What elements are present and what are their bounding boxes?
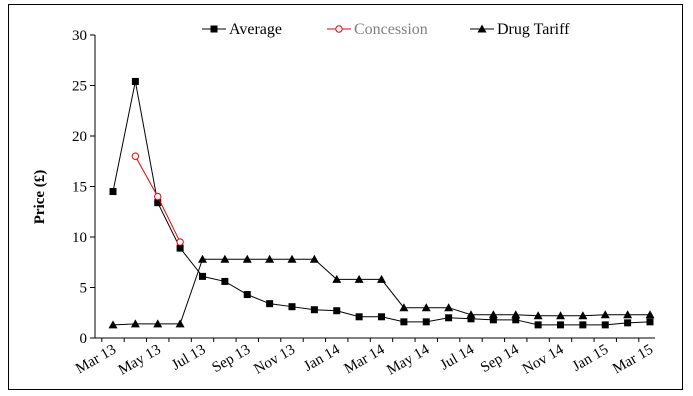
data-point (578, 311, 588, 320)
chart-frame (8, 4, 683, 390)
data-point (399, 303, 409, 312)
data-point (154, 192, 162, 201)
data-point (176, 244, 184, 252)
legend-label: Average (229, 21, 282, 38)
y-tick-label: 10 (72, 230, 87, 246)
series-average (109, 77, 654, 329)
axes (94, 35, 655, 339)
data-point (198, 254, 207, 263)
y-tick-label: 5 (80, 281, 88, 297)
legend-marker (210, 25, 218, 33)
x-tick-label: Nov 14 (520, 341, 567, 377)
x-tick-label: Mar 14 (342, 341, 388, 377)
x-tick-label: Mar 15 (610, 342, 656, 378)
data-point (534, 321, 542, 329)
y-tick-label: 20 (72, 129, 87, 145)
data-point (466, 310, 476, 319)
data-point (176, 238, 184, 246)
data-point (511, 310, 521, 319)
data-point (556, 311, 565, 320)
x-tick-label: Jul 13 (169, 342, 208, 374)
y-axis-title: Price (£) (32, 170, 48, 225)
y-tick-label: 0 (80, 331, 88, 347)
legend-marker (477, 24, 487, 33)
y-ticks: 0 5 10 15 20 25 30 (72, 28, 95, 347)
data-point (288, 303, 296, 311)
series-group (108, 77, 655, 329)
data-point (444, 303, 454, 312)
y-tick-label: 25 (72, 79, 87, 95)
legend-marker (335, 25, 343, 33)
data-point (377, 274, 386, 283)
data-point (645, 310, 655, 319)
legend-label: Drug Tariff (497, 21, 570, 38)
data-point (287, 254, 297, 263)
x-tick-label: May 14 (384, 341, 432, 378)
data-point (623, 310, 633, 319)
data-point (557, 321, 564, 329)
data-point (489, 316, 497, 324)
legend: Average Concession Drug Tariff (202, 21, 570, 38)
series-concession (131, 152, 184, 246)
data-point (109, 188, 117, 196)
data-point (600, 310, 610, 319)
legend-item: Drug Tariff (470, 21, 570, 38)
data-point (332, 274, 342, 283)
data-point (646, 318, 654, 326)
data-point (355, 313, 363, 321)
data-point (175, 319, 185, 328)
legend-label: Concession (354, 21, 428, 38)
legend-item: Average (202, 21, 282, 38)
x-tick-label: May 13 (116, 342, 164, 379)
data-point (624, 319, 632, 327)
x-tick-label: Sep 14 (478, 341, 522, 376)
data-point (108, 320, 118, 329)
data-point (378, 313, 385, 321)
data-point (131, 77, 139, 85)
data-point (512, 316, 520, 324)
data-point (265, 254, 275, 263)
data-point (422, 318, 430, 326)
data-point (131, 152, 140, 160)
data-point (266, 300, 274, 308)
series-drug-tariff (108, 254, 655, 329)
data-point (154, 199, 162, 207)
data-point (533, 311, 543, 320)
series-line (112, 81, 651, 326)
data-point (309, 254, 319, 263)
data-point (243, 291, 251, 299)
data-point (199, 272, 206, 280)
data-point (354, 274, 364, 283)
x-tick-label: Sep 13 (210, 342, 254, 376)
x-tick-label: Jul 14 (438, 341, 478, 373)
data-point (153, 319, 163, 328)
data-point (333, 307, 341, 315)
data-point (488, 310, 498, 319)
data-point (242, 254, 252, 263)
x-tick-label: Jan 15 (570, 342, 612, 375)
data-point (400, 318, 408, 326)
data-point (579, 321, 587, 329)
x-tick-label: Nov 13 (251, 342, 298, 378)
data-point (221, 277, 229, 285)
data-point (421, 303, 431, 312)
y-tick-label: 15 (72, 180, 87, 196)
data-point (130, 319, 140, 328)
data-point (220, 254, 230, 263)
data-point (310, 306, 318, 314)
x-tick-label: Jan 14 (301, 341, 343, 374)
data-point (601, 321, 609, 329)
data-point (467, 315, 475, 323)
legend-item: Concession (327, 21, 428, 38)
data-point (445, 314, 453, 322)
y-tick-label: 30 (72, 28, 87, 44)
